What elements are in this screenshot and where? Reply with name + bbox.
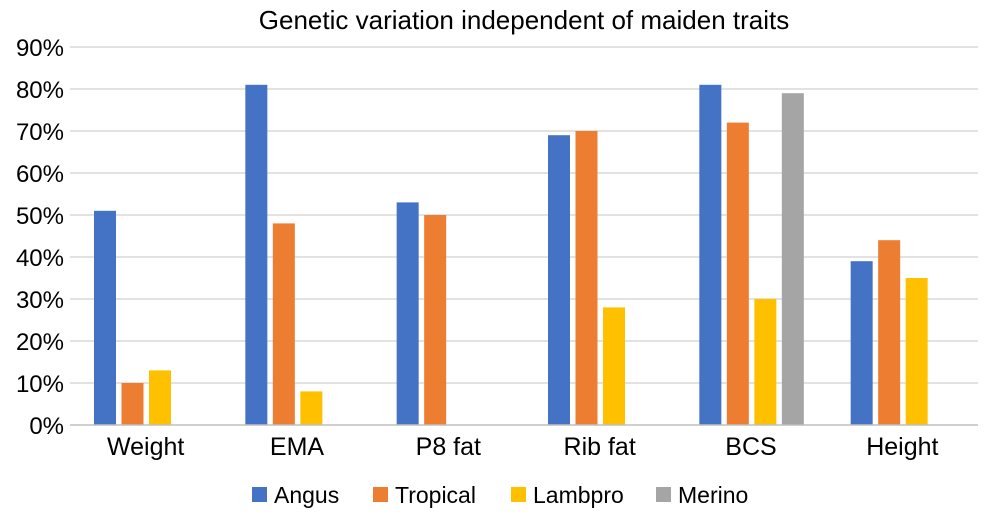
legend-swatch-lambpro [511,487,526,502]
bar-lambpro-height [905,278,928,425]
legend-label-merino: Merino [678,482,748,508]
y-axis-tick-labels: 0% 10% 20% 30% 40% 50% 60% 70% 80% 90% [16,35,64,440]
bar-merino-bcs [781,93,804,425]
legend: Angus Tropical Lambpro Merino [252,482,748,508]
y-tick-label: 90% [16,35,64,62]
y-tick-label: 30% [16,287,64,314]
bar-angus-height [850,261,873,425]
y-tick-label: 40% [16,245,64,272]
bar-tropical-weight [121,383,144,425]
bar-tropical-height [878,240,901,425]
bar-tropical-p8-fat [424,215,447,425]
x-axis-category-labels: Weight EMA P8 fat Rib fat BCS Height [107,433,939,461]
x-category-label: P8 fat [416,433,481,461]
x-category-label: BCS [725,433,776,461]
bar-tropical-rib-fat [575,131,598,425]
legend-swatch-tropical [373,487,388,502]
legend-label-lambpro: Lambpro [533,482,624,508]
legend-label-angus: Angus [274,482,339,508]
bar-angus-weight [94,210,116,425]
bar-lambpro-weight [149,370,171,425]
x-category-label: Rib fat [564,433,636,461]
legend-label-tropical: Tropical [395,482,476,508]
chart-title: Genetic variation independent of maiden … [259,5,789,35]
bar-angus-p8-fat [396,202,419,425]
legend-swatch-angus [252,487,267,502]
y-tick-label: 80% [16,77,64,104]
gridlines [70,46,978,384]
bar-tropical-ema [272,223,295,425]
bar-tropical-bcs [726,122,749,425]
x-category-label: EMA [270,433,325,461]
y-tick-label: 20% [16,329,64,356]
bar-angus-ema [245,84,268,426]
bars [94,84,928,426]
x-category-label: Height [866,433,938,461]
bar-lambpro-bcs [754,299,777,425]
bar-angus-rib-fat [548,135,570,425]
y-tick-label: 70% [16,119,64,146]
bar-lambpro-ema [300,391,323,425]
bar-angus-bcs [699,84,722,426]
y-tick-label: 0% [29,413,64,440]
y-tick-label: 50% [16,203,64,230]
y-tick-label: 60% [16,161,64,188]
x-category-label: Weight [107,433,184,461]
y-tick-label: 10% [16,371,64,398]
legend-swatch-merino [656,487,671,502]
bar-lambpro-rib-fat [603,307,625,425]
